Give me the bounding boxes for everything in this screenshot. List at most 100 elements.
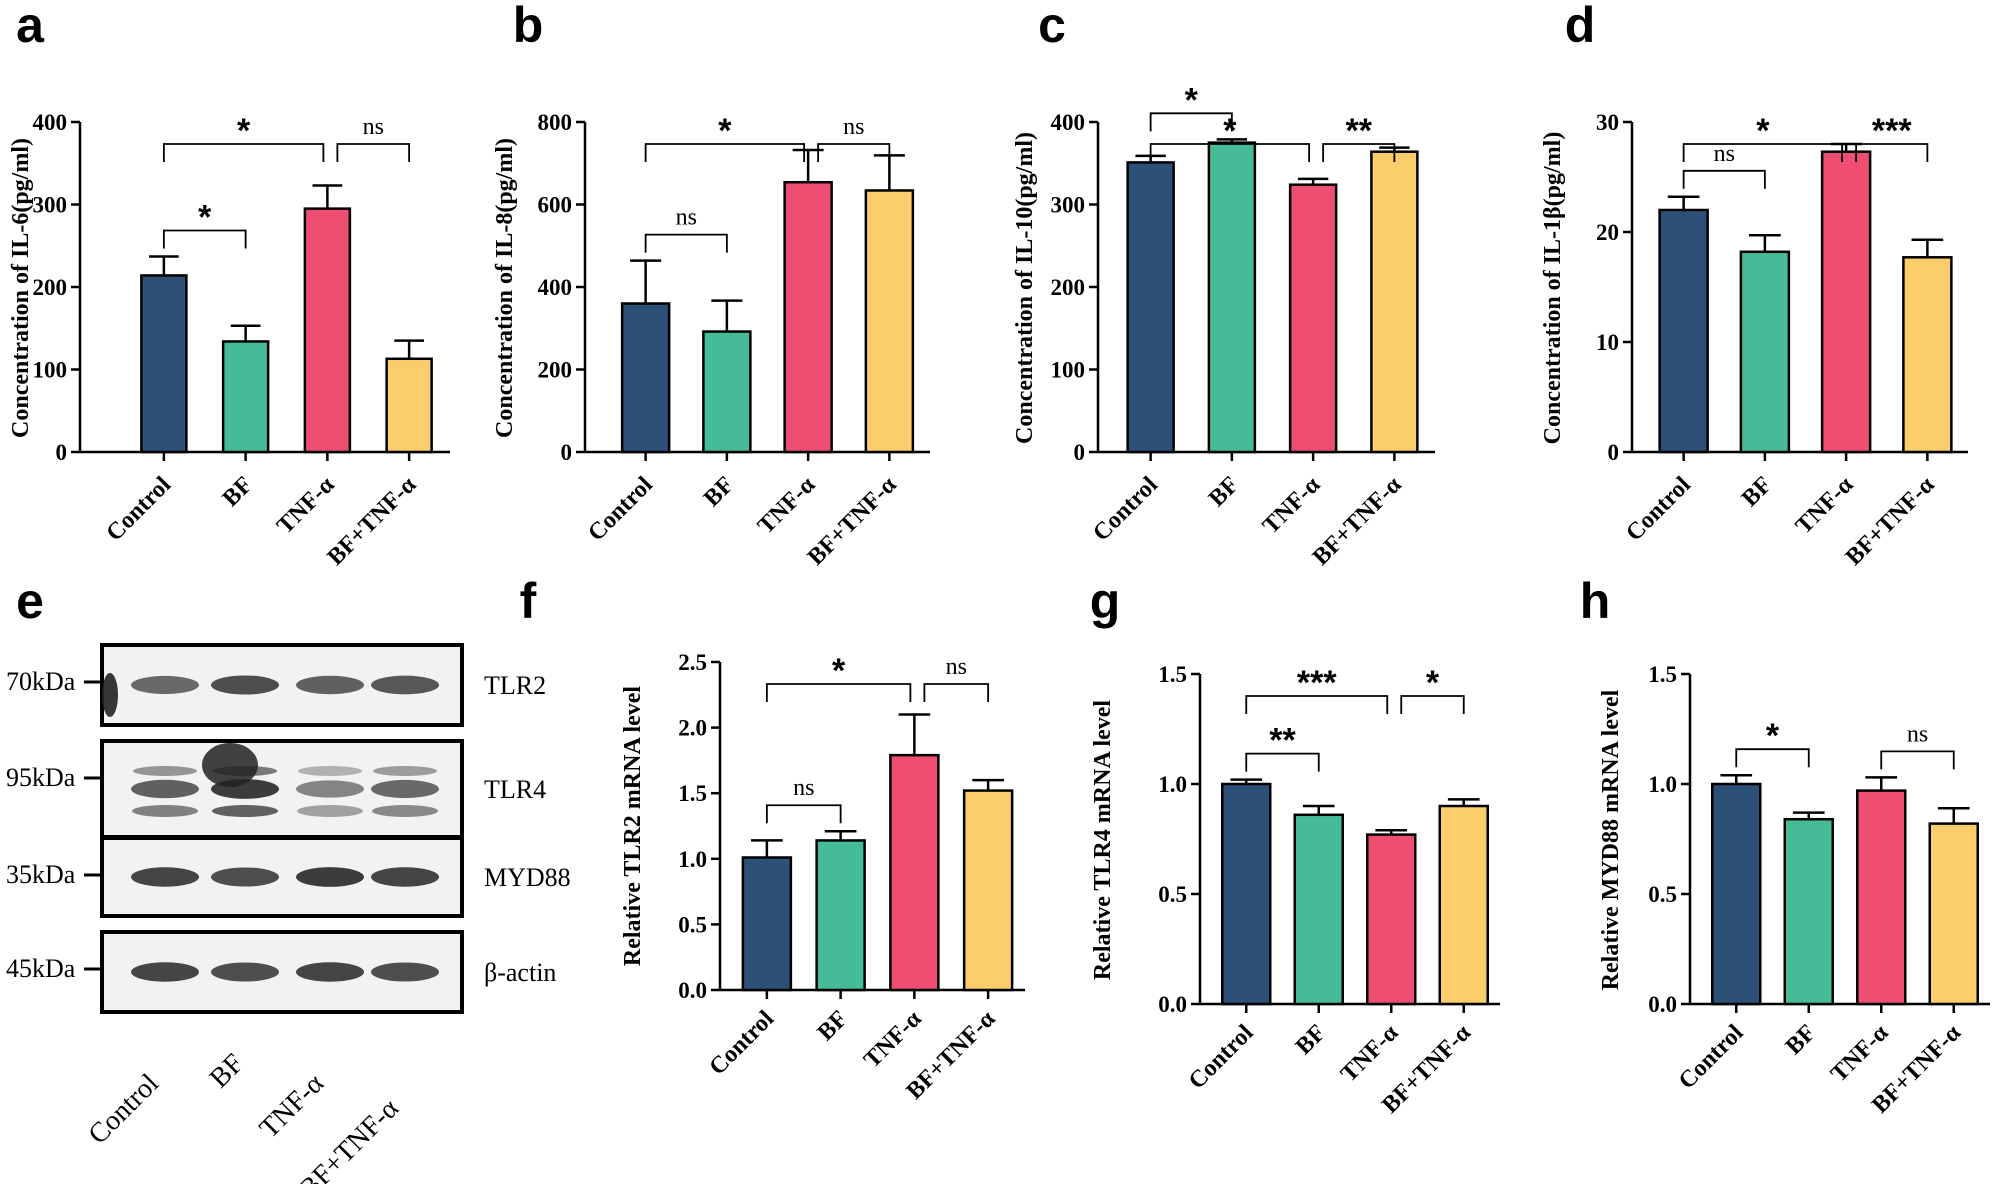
y-axis-label: Concentration of IL-1β(pg/ml) <box>1540 132 1566 445</box>
lane-label: Control <box>83 1068 166 1151</box>
bar-2 <box>1293 813 1344 1006</box>
protein-label: β-actin <box>484 958 556 987</box>
bar-4 <box>1370 150 1419 454</box>
y-tick-label: 10 <box>1596 330 1619 355</box>
x-tick-label: BF+TNF-α <box>1841 471 1940 570</box>
blot-smudge <box>202 743 258 787</box>
blot-row-3: 35kDa MYD88 <box>6 836 571 918</box>
y-tick-label: 600 <box>538 193 573 218</box>
y-tick-label: 30 <box>1596 110 1619 135</box>
significance-label: ns <box>1907 721 1928 747</box>
blot-band <box>371 962 439 982</box>
y-tick-label: 1.0 <box>678 847 707 872</box>
x-tick-label: BF <box>1781 1020 1821 1060</box>
x-tick-label: TNF-α <box>859 1005 927 1073</box>
blot-row-4: 45kDa β-actin <box>6 930 556 1014</box>
y-axis-label: Relative MYD88 mRNA level <box>1598 689 1624 990</box>
significance-bracket <box>644 143 806 162</box>
bar-2 <box>221 340 270 454</box>
significance-bracket <box>1682 169 1766 189</box>
significance-bracket <box>162 143 325 162</box>
blot-band <box>211 962 279 982</box>
bar-1 <box>1711 782 1762 1006</box>
y-tick-label: 0.0 <box>678 978 707 1003</box>
chart-panel-f: f 0.0 0.5 1.0 1.5 2.0 2.5 Relative TLR2 mRNA le… <box>520 573 1025 1105</box>
y-tick-label: 1.5 <box>678 781 707 806</box>
panel-letter: c <box>1038 0 1066 53</box>
molecular-weight-marker: 45kDa <box>6 954 76 983</box>
blot-band <box>297 805 363 817</box>
y-tick-label: 400 <box>538 275 573 300</box>
y-tick-label: 0.5 <box>1158 882 1187 907</box>
bar-3 <box>889 753 940 992</box>
x-tick-label: Control <box>101 472 176 547</box>
bar-1 <box>1221 782 1272 1006</box>
bar-2 <box>1739 250 1791 454</box>
significance-label: *** <box>1297 664 1337 702</box>
blot-band <box>371 779 439 799</box>
significance-label: * <box>198 198 212 236</box>
x-tick-label: TNF-α <box>1826 1019 1894 1087</box>
significance-label: ns <box>946 654 967 680</box>
bar-3 <box>303 207 352 454</box>
bar-1 <box>741 856 793 992</box>
blot-band <box>296 962 364 982</box>
significance-label: * <box>1426 664 1440 702</box>
x-tick-label: BF+TNF-α <box>323 471 422 570</box>
x-tick-label: Control <box>583 472 658 547</box>
chart-panel-g: g 0.0 0.5 1.0 1.5 Relative TLR4 mRNA level Con… <box>1090 573 1500 1119</box>
blot-band <box>373 766 437 776</box>
y-tick-label: 200 <box>538 358 573 383</box>
blot-row-1: 70kDa TLR2 <box>6 643 546 727</box>
bar-2 <box>1783 817 1834 1006</box>
y-axis-label: Concentration of IL-10(pg/ml) <box>1012 132 1038 444</box>
significance-bracket <box>1149 143 1311 162</box>
bar-4 <box>1438 804 1489 1006</box>
y-tick-label: 20 <box>1596 220 1619 245</box>
y-tick-label: 0 <box>56 440 68 465</box>
significance-label: ns <box>676 205 697 231</box>
significance-bracket <box>1322 143 1396 162</box>
panel-letter: d <box>1565 0 1596 53</box>
panel-letter: a <box>16 0 45 53</box>
molecular-weight-marker: 35kDa <box>6 860 76 889</box>
significance-label: ns <box>363 114 384 140</box>
y-tick-label: 0.5 <box>1648 882 1677 907</box>
protein-label: MYD88 <box>484 863 571 892</box>
significance-bracket <box>1400 695 1465 714</box>
x-tick-label: TNF-α <box>272 471 340 539</box>
significance-bracket <box>1682 143 1844 162</box>
significance-bracket <box>1149 112 1233 132</box>
chart-panel-d: d 0 10 20 30 Concentration of IL-1β(pg/ml) Con… <box>1540 0 1968 571</box>
x-tick-label: BF <box>218 472 258 512</box>
bar-2 <box>1207 141 1257 454</box>
blot-band <box>296 675 364 695</box>
significance-label: ** <box>1269 722 1296 760</box>
bar-3 <box>1820 150 1872 454</box>
y-tick-label: 0.0 <box>1158 992 1187 1017</box>
x-tick-label: BF+TNF-α <box>803 471 902 570</box>
lane-label: BF <box>204 1048 250 1094</box>
panel-letter: f <box>520 573 537 629</box>
y-tick-label: 0 <box>1074 440 1086 465</box>
y-axis-label: Relative TLR4 mRNA level <box>1090 700 1116 981</box>
y-tick-label: 0 <box>1608 440 1620 465</box>
blot-band <box>133 766 197 776</box>
bar-4 <box>864 189 915 454</box>
significance-label: * <box>1185 81 1199 119</box>
y-tick-label: 200 <box>1051 275 1086 300</box>
significance-label: * <box>1766 717 1780 755</box>
blot-band <box>296 780 364 798</box>
significance-bracket <box>817 143 891 162</box>
y-tick-label: 1.5 <box>1158 662 1187 687</box>
blot-band <box>298 766 362 776</box>
molecular-weight-marker: 95kDa <box>6 763 76 792</box>
y-axis-label: Concentration of IL-8(pg/ml) <box>492 138 518 438</box>
bar-3 <box>1366 833 1417 1006</box>
panel-letter: h <box>1580 573 1611 629</box>
bar-4 <box>385 357 433 454</box>
significance-bracket <box>644 233 728 253</box>
protein-label: TLR4 <box>484 775 546 804</box>
x-tick-label: Control <box>1088 472 1163 547</box>
bar-3 <box>1288 183 1338 454</box>
